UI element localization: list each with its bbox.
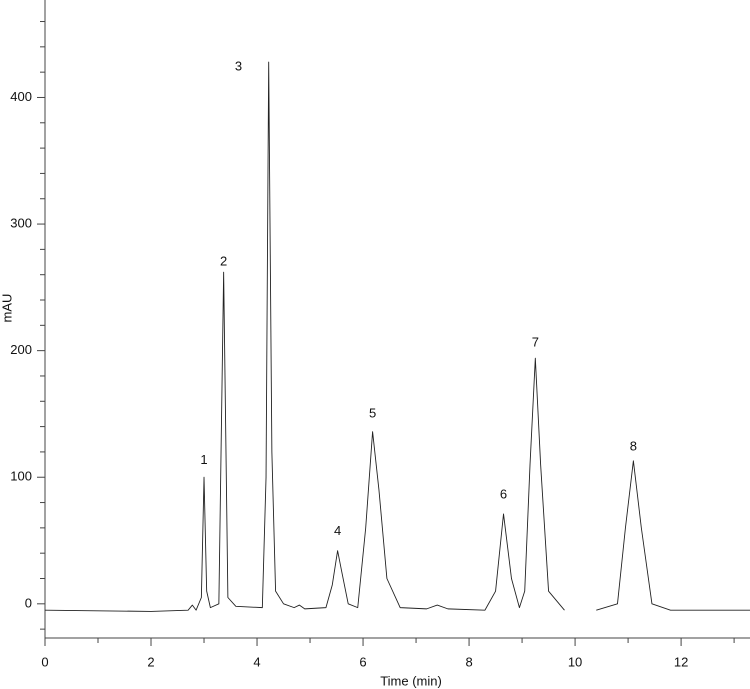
- x-tick-label: 10: [568, 654, 582, 669]
- x-tick-label: 6: [359, 654, 366, 669]
- peak-label: 8: [630, 438, 637, 453]
- x-tick-label: 12: [674, 654, 688, 669]
- peak-label: 5: [369, 405, 376, 420]
- peak-label: 6: [500, 486, 507, 501]
- x-tick-label: 4: [253, 654, 260, 669]
- x-tick-label: 2: [147, 654, 154, 669]
- y-axis-title: mAU: [0, 294, 14, 323]
- x-tick-label: 0: [41, 654, 48, 669]
- x-tick-label: 8: [465, 654, 472, 669]
- peak-label: 7: [532, 334, 539, 349]
- y-tick-label: 0: [25, 595, 32, 610]
- y-tick-label: 100: [10, 469, 32, 484]
- y-tick-label: 200: [10, 342, 32, 357]
- peak-label: 4: [334, 523, 341, 538]
- trace: [44, 61, 750, 612]
- x-axis-title: Time (min): [380, 673, 442, 688]
- peak-label: 2: [220, 253, 227, 268]
- y-tick-label: 400: [10, 89, 32, 104]
- peak-label: 1: [200, 452, 207, 467]
- peak-label: 3: [235, 59, 242, 74]
- y-tick-label: 300: [10, 215, 32, 230]
